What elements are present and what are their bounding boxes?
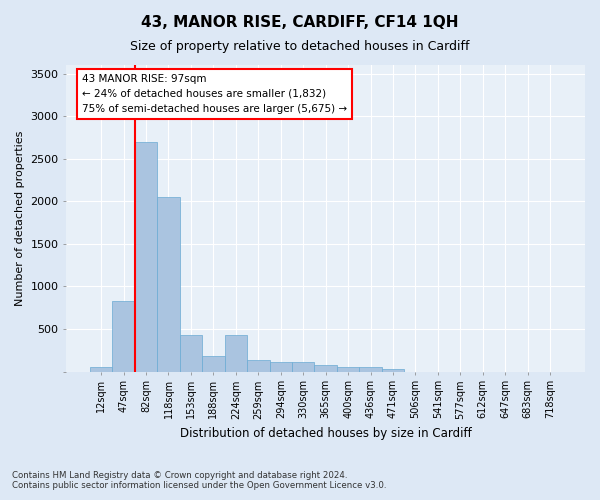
Bar: [157, 197, 180, 372]
Bar: [292, 362, 314, 372]
Text: 43 MANOR RISE: 97sqm
← 24% of detached houses are smaller (1,832)
75% of semi-de: 43 MANOR RISE: 97sqm ← 24% of detached h…: [82, 74, 347, 114]
Bar: [135, 142, 157, 372]
X-axis label: Distribution of detached houses by size in Cardiff: Distribution of detached houses by size …: [180, 427, 472, 440]
Bar: [247, 360, 269, 372]
Bar: [90, 368, 112, 372]
Bar: [202, 356, 224, 372]
Bar: [180, 335, 202, 372]
Bar: [269, 362, 292, 372]
Bar: [337, 368, 359, 372]
Bar: [112, 301, 135, 372]
Y-axis label: Number of detached properties: Number of detached properties: [15, 130, 25, 306]
Text: Size of property relative to detached houses in Cardiff: Size of property relative to detached ho…: [130, 40, 470, 53]
Bar: [382, 369, 404, 372]
Bar: [314, 364, 337, 372]
Text: Contains HM Land Registry data © Crown copyright and database right 2024.
Contai: Contains HM Land Registry data © Crown c…: [12, 470, 386, 490]
Bar: [359, 368, 382, 372]
Text: 43, MANOR RISE, CARDIFF, CF14 1QH: 43, MANOR RISE, CARDIFF, CF14 1QH: [141, 15, 459, 30]
Bar: [224, 335, 247, 372]
